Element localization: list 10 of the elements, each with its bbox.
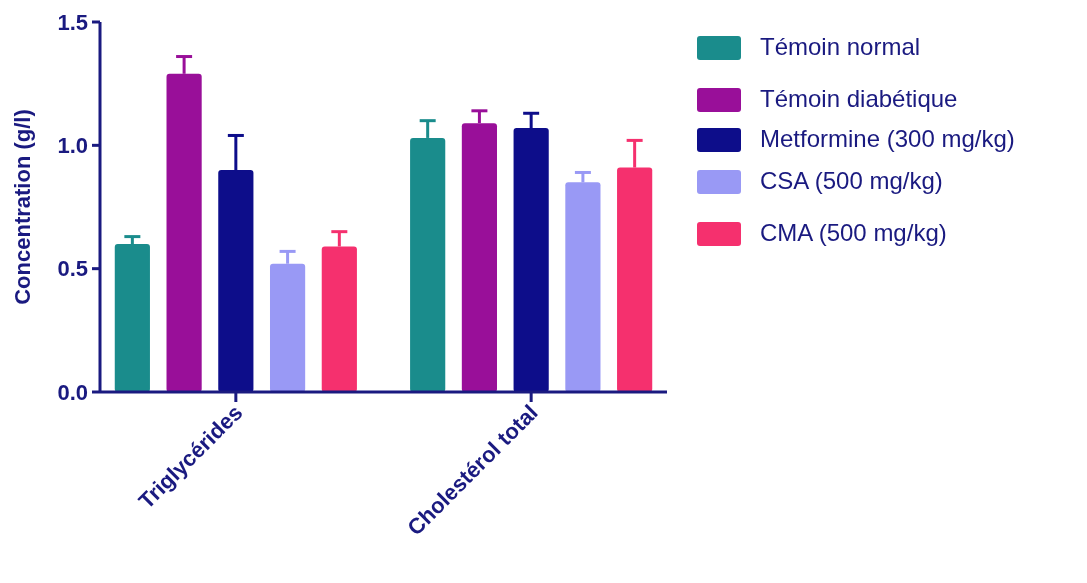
legend-label: Témoin diabétique xyxy=(760,85,958,113)
y-tick-label: 0.5 xyxy=(57,256,88,282)
y-tick-label: 1.5 xyxy=(57,9,88,35)
y-tick-label: 0.0 xyxy=(57,379,88,405)
legend-label: CSA (500 mg/kg) xyxy=(760,167,943,195)
y-tick-label: 1.0 xyxy=(57,133,88,159)
legend-label: Metformine (300 mg/kg) xyxy=(760,125,1015,153)
legend-label: CMA (500 mg/kg) xyxy=(760,219,947,247)
legend-label: Témoin normal xyxy=(760,33,921,61)
y-axis-title: Concentration (g/l) xyxy=(10,109,35,305)
